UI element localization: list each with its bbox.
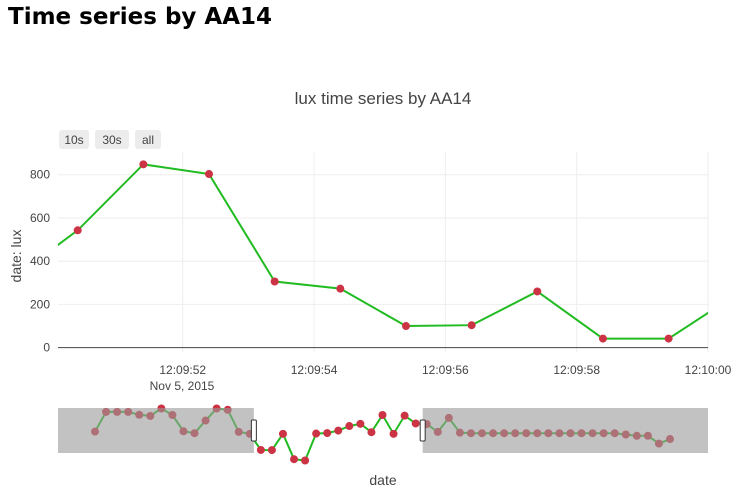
range-button-label: all — [142, 133, 154, 147]
data-point[interactable] — [598, 334, 607, 343]
range-slider-mask-right — [422, 408, 708, 453]
range-button-bg — [95, 130, 129, 149]
y-tick-label: 600 — [30, 211, 50, 225]
plot-area[interactable] — [45, 160, 734, 343]
y-tick-label: 800 — [30, 168, 50, 182]
data-point[interactable] — [336, 284, 345, 293]
range-slider-point — [312, 429, 321, 438]
x-tick-label: 12:09:54 — [291, 363, 338, 377]
y-axis-label: date: lux — [8, 230, 24, 283]
range-selector: 10s 30s all — [59, 130, 161, 149]
range-slider-point — [345, 422, 354, 431]
range-button-label: 30s — [102, 133, 121, 147]
data-point[interactable] — [401, 322, 410, 331]
range-slider-point — [389, 429, 398, 438]
x-tick-label: 12:10:00 — [685, 363, 732, 377]
x-tick-label: 12:09:56 — [422, 363, 469, 377]
plot-grid — [58, 152, 709, 352]
x-axis-date-label: Nov 5, 2015 — [150, 379, 215, 393]
x-axis-ticks: 12:09:52 12:09:54 12:09:56 12:09:58 12:10:00 — [159, 363, 731, 377]
range-slider-point — [301, 456, 310, 465]
range-button-bg — [135, 130, 161, 149]
range-button-bg — [59, 130, 89, 149]
range-slider-handle-left[interactable] — [250, 419, 257, 442]
page-heading: Time series by AA14 — [8, 4, 273, 30]
range-slider-mask-left — [58, 408, 254, 453]
x-tick-label: 12:09:52 — [159, 363, 206, 377]
y-tick-label: 0 — [43, 341, 50, 355]
series-line — [58, 163, 708, 340]
range-button-10s[interactable]: 10s — [59, 130, 89, 149]
y-axis-ticks: 0 200 400 600 800 — [30, 168, 50, 355]
range-button-30s[interactable]: 30s — [95, 130, 129, 149]
range-button-label: 10s — [64, 133, 83, 147]
range-slider-point — [356, 419, 365, 428]
range-slider-point — [334, 426, 343, 435]
range-slider[interactable] — [58, 404, 708, 465]
x-tick-label: 12:09:58 — [553, 363, 600, 377]
range-slider-point — [378, 411, 387, 419]
range-slider-point — [367, 428, 376, 437]
data-point[interactable] — [467, 321, 476, 330]
y-tick-label: 400 — [30, 254, 50, 268]
data-point[interactable] — [73, 226, 82, 235]
data-point[interactable] — [139, 160, 148, 169]
data-point[interactable] — [270, 277, 279, 286]
range-slider-point — [256, 445, 265, 454]
range-slider-point — [411, 419, 420, 428]
range-slider-handle-right[interactable] — [419, 419, 426, 442]
data-point[interactable] — [533, 287, 542, 296]
range-slider-point — [323, 429, 332, 438]
range-slider-point — [400, 411, 409, 420]
y-tick-label: 200 — [30, 297, 50, 311]
data-point[interactable] — [664, 334, 673, 343]
chart-title: lux time series by AA14 — [295, 89, 472, 108]
range-button-all[interactable]: all — [135, 130, 161, 149]
x-axis-label: date — [369, 472, 396, 488]
range-slider-point — [290, 455, 299, 464]
data-point[interactable] — [205, 170, 214, 179]
range-slider-point — [278, 429, 287, 438]
range-slider-point — [267, 446, 276, 455]
